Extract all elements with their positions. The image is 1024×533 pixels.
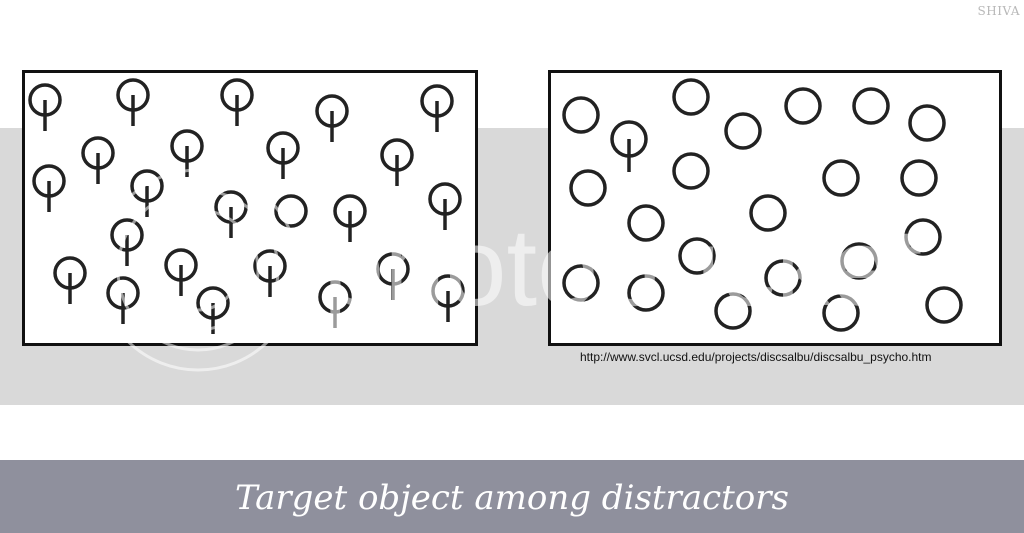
distractor-barred-circle (130, 169, 164, 217)
corner-label: SHIVA (977, 4, 1020, 18)
distractor-barred-circle (420, 84, 454, 132)
distractor-barred-circle (431, 274, 465, 322)
distractor-plain-circle (724, 112, 762, 150)
distractor-barred-circle (380, 138, 414, 186)
slide-title: Target object among distractors (235, 478, 789, 518)
distractor-barred-circle (266, 131, 300, 179)
distractor-plain-circle (749, 194, 787, 232)
right-stimulus-panel (548, 70, 1002, 346)
distractor-plain-circle (714, 292, 752, 330)
distractor-barred-circle (318, 280, 352, 328)
distractor-plain-circle (672, 152, 710, 190)
distractor-plain-circle (900, 159, 938, 197)
distractor-barred-circle (28, 83, 62, 131)
distractor-barred-circle (170, 129, 204, 177)
distractor-plain-circle (852, 87, 890, 125)
title-bar: Target object among distractors (0, 460, 1024, 533)
distractor-barred-circle (315, 94, 349, 142)
distractor-barred-circle (164, 248, 198, 296)
right-stimulus-svg (562, 78, 963, 332)
distractor-barred-circle (220, 78, 254, 126)
left-stimulus-panel (22, 70, 478, 346)
distractor-plain-circle (764, 259, 802, 297)
distractor-barred-circle (214, 190, 248, 238)
distractor-plain-circle (904, 218, 942, 256)
distractor-barred-circle (32, 164, 66, 212)
left-stimulus-svg (28, 78, 465, 334)
distractor-barred-circle (53, 256, 87, 304)
distractor-plain-circle (822, 294, 860, 332)
distractor-barred-circle (116, 78, 150, 126)
distractor-plain-circle (822, 159, 860, 197)
distractor-barred-circle (81, 136, 115, 184)
distractor-plain-circle (908, 104, 946, 142)
distractor-plain-circle (562, 264, 600, 302)
distractor-barred-circle (333, 194, 367, 242)
distractor-plain-circle (840, 242, 878, 280)
distractor-plain-circle (627, 204, 665, 242)
distractor-plain-circle (627, 274, 665, 312)
distractor-plain-circle (784, 87, 822, 125)
target-barred-circle (610, 120, 648, 172)
distractor-barred-circle (253, 249, 287, 297)
distractor-barred-circle (106, 276, 140, 324)
distractor-plain-circle (925, 286, 963, 324)
distractor-barred-circle (376, 252, 410, 300)
target-plain-circle (274, 194, 308, 228)
distractor-barred-circle (196, 286, 230, 334)
distractor-barred-circle (110, 218, 144, 266)
distractor-plain-circle (562, 96, 600, 134)
distractor-plain-circle (672, 78, 710, 116)
distractor-plain-circle (678, 237, 716, 275)
distractor-barred-circle (428, 182, 462, 230)
source-url: http://www.svcl.ucsd.edu/projects/discsa… (580, 350, 932, 364)
distractor-plain-circle (569, 169, 607, 207)
